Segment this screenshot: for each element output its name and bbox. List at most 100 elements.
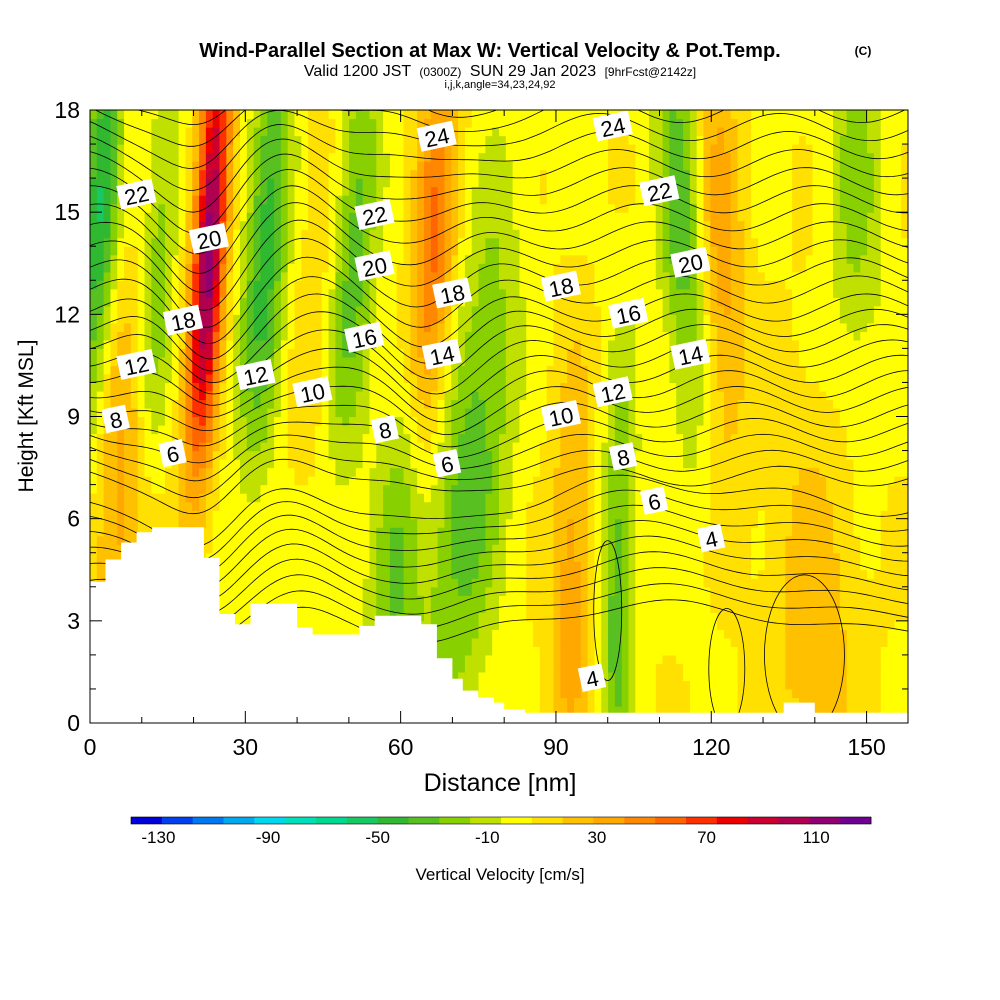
w-cell	[389, 229, 398, 239]
w-cell	[451, 195, 459, 205]
w-cell	[328, 612, 336, 622]
w-cell	[560, 552, 568, 562]
w-cell	[553, 459, 561, 469]
w-cell	[383, 178, 391, 188]
w-cell	[185, 212, 193, 222]
w-cell	[287, 186, 296, 196]
w-cell	[308, 578, 316, 588]
w-cell	[110, 271, 118, 281]
w-cell	[117, 314, 125, 324]
w-cell	[349, 365, 357, 375]
w-cell	[301, 407, 309, 418]
w-cell	[124, 297, 132, 307]
w-cell	[362, 620, 371, 630]
w-cell	[192, 220, 200, 230]
w-cell	[192, 297, 200, 307]
w-cell	[233, 348, 241, 358]
w-cell	[342, 433, 350, 443]
w-cell	[478, 484, 486, 494]
w-cell	[539, 212, 548, 222]
w-cell	[158, 459, 166, 469]
w-cell	[280, 595, 289, 605]
w-cell	[492, 373, 500, 384]
w-cell	[239, 416, 248, 426]
w-cell	[424, 169, 432, 179]
w-cell	[478, 493, 486, 503]
w-cell	[383, 484, 391, 494]
w-cell	[96, 229, 105, 239]
w-cell	[151, 212, 159, 222]
w-cell	[274, 552, 282, 562]
w-cell	[294, 322, 302, 332]
w-cell	[485, 178, 493, 188]
w-cell	[369, 535, 377, 545]
w-cell	[103, 135, 112, 145]
w-cell	[144, 322, 152, 332]
w-cell	[164, 356, 173, 367]
w-cell	[396, 178, 405, 188]
w-cell	[362, 314, 371, 324]
w-cell	[151, 127, 159, 137]
w-cell	[471, 680, 480, 690]
w-cell	[96, 356, 105, 367]
w-cell	[253, 595, 262, 605]
w-cell	[178, 459, 187, 469]
w-cell	[546, 433, 555, 443]
w-cell	[512, 161, 521, 171]
w-cell	[219, 135, 227, 145]
w-cell	[144, 110, 152, 120]
w-cell	[369, 442, 377, 452]
w-cell	[314, 263, 323, 273]
w-cell	[505, 578, 514, 588]
w-cell	[158, 152, 166, 162]
w-cell	[219, 535, 227, 545]
w-cell	[505, 433, 514, 443]
w-cell	[499, 603, 507, 613]
w-cell	[444, 646, 452, 656]
w-cell	[526, 127, 534, 137]
w-cell	[485, 518, 493, 528]
w-cell	[308, 501, 316, 511]
w-cell	[430, 212, 439, 222]
w-cell	[301, 620, 309, 630]
w-cell	[512, 459, 521, 469]
w-cell	[287, 314, 296, 324]
w-cell	[212, 305, 221, 315]
w-cell	[185, 382, 193, 392]
w-cell	[274, 407, 282, 418]
w-cell	[260, 186, 268, 196]
w-cell	[546, 297, 555, 307]
w-cell	[383, 586, 391, 596]
w-cell	[253, 152, 262, 162]
w-cell	[260, 501, 268, 511]
w-cell	[90, 195, 98, 205]
w-cell	[171, 144, 180, 154]
w-cell	[369, 578, 377, 588]
w-cell	[403, 425, 411, 435]
w-cell	[546, 578, 555, 588]
w-cell	[458, 569, 466, 579]
w-cell	[314, 399, 323, 409]
w-cell	[199, 331, 207, 341]
w-cell	[383, 169, 391, 179]
w-cell	[451, 671, 459, 682]
w-cell	[464, 195, 473, 205]
w-cell	[335, 280, 343, 290]
w-cell	[171, 271, 180, 281]
w-cell	[349, 271, 357, 281]
w-cell	[539, 373, 548, 384]
w-cell	[505, 195, 514, 205]
w-cell	[144, 442, 152, 452]
w-cell	[478, 288, 486, 298]
w-cell	[274, 195, 282, 205]
w-cell	[519, 144, 527, 154]
w-cell	[178, 288, 187, 298]
w-cell	[539, 161, 548, 171]
w-cell	[533, 510, 541, 520]
w-cell	[492, 246, 500, 256]
w-cell	[164, 144, 173, 154]
w-cell	[233, 493, 241, 503]
w-cell	[137, 407, 146, 418]
w-cell	[437, 407, 446, 418]
w-cell	[274, 288, 282, 298]
